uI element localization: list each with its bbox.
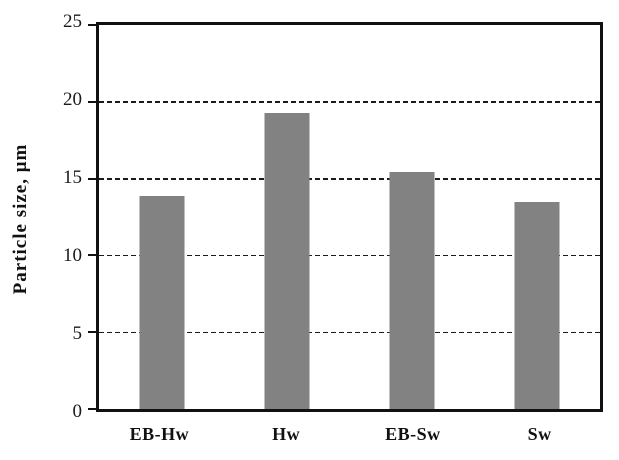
y-tick-mark-15 — [88, 177, 97, 180]
y-tick-label-10: 10 — [63, 245, 82, 266]
bar-EB-Sw — [389, 172, 435, 409]
x-label-Sw: Sw — [527, 424, 552, 444]
y-tick-mark-25 — [88, 24, 97, 26]
y-tick-label-0: 0 — [72, 401, 83, 422]
x-axis-labels: EB-Hw Hw EB-Sw Sw — [96, 412, 603, 458]
gridline-15 — [99, 178, 600, 180]
y-tick-mark-0 — [88, 408, 97, 410]
x-label-Hw: Hw — [272, 424, 301, 444]
bar-Sw — [514, 201, 560, 409]
gridline-layer — [99, 25, 600, 409]
plot-area — [88, 22, 603, 412]
x-label-EB-Hw: EB-Hw — [129, 424, 190, 444]
gridline-20 — [99, 101, 600, 103]
bar-EB-Hw — [139, 195, 185, 409]
x-label-EB-Sw: EB-Sw — [385, 424, 441, 444]
gridline-10 — [99, 254, 600, 257]
y-tick-label-25: 25 — [63, 11, 82, 32]
bar-Hw — [264, 112, 310, 409]
y-tick-marks-layer — [88, 24, 600, 410]
y-axis-tick-labels: 0 5 10 15 20 25 — [0, 11, 83, 422]
gridline-5 — [99, 331, 600, 334]
y-tick-mark-20 — [88, 100, 97, 103]
y-tick-label-5: 5 — [72, 323, 83, 344]
y-tick-mark-10 — [88, 254, 97, 257]
y-tick-label-15: 15 — [63, 167, 82, 188]
y-tick-label-20: 20 — [63, 89, 82, 110]
y-tick-mark-5 — [88, 331, 97, 334]
bars-layer — [99, 25, 600, 409]
